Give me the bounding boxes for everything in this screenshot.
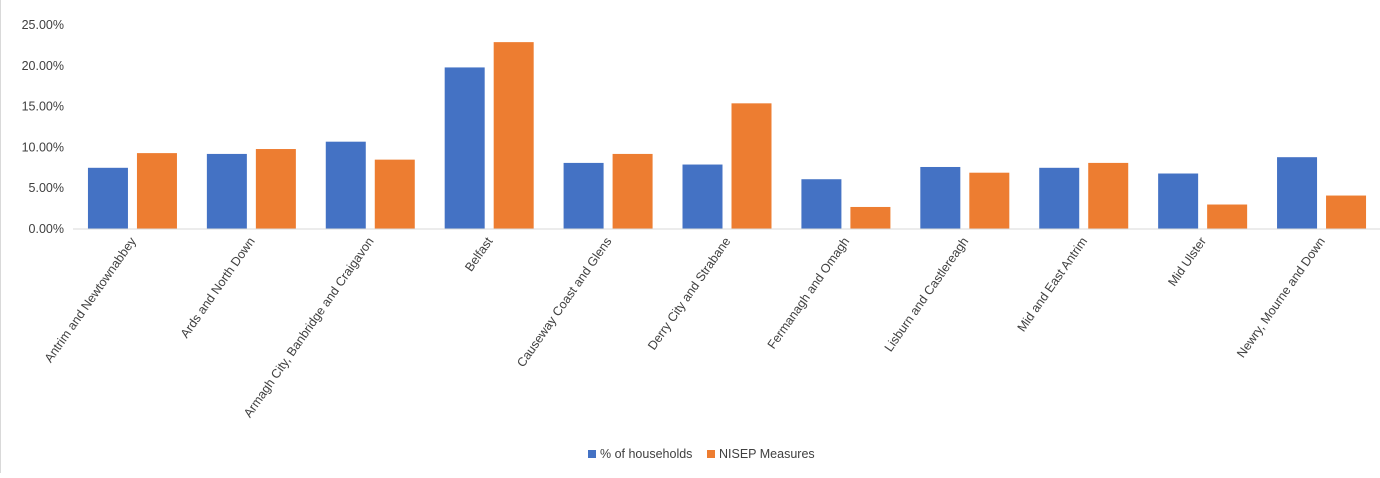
y-tick-label: 5.00%	[29, 181, 64, 195]
nisep-bar	[1326, 195, 1367, 229]
nisep-bar	[1088, 162, 1129, 229]
nisep-bar	[612, 153, 653, 229]
legend-nisep-swatch	[707, 450, 715, 458]
bars	[87, 42, 1367, 229]
households-bar	[682, 164, 723, 229]
category-label: Mid and East Antrim	[1015, 235, 1091, 335]
category-label: Causeway Coast and Glens	[514, 235, 614, 370]
category-label: Newry, Mourne and Down	[1234, 235, 1328, 361]
nisep-bar	[850, 206, 891, 229]
category-label: Belfast	[462, 234, 496, 274]
x-axis-labels: Antrim and Newtownabbey Ards and North Do…	[42, 234, 1328, 420]
nisep-bar	[1207, 204, 1248, 229]
households-bar	[87, 167, 128, 229]
nisep-bar	[493, 42, 534, 229]
legend-nisep-label: NISEP Measures	[719, 447, 815, 461]
category-label: Antrim and Newtownabbey	[42, 234, 140, 365]
households-bar	[801, 179, 842, 229]
households-bar	[325, 141, 366, 229]
legend: % of households NISEP Measures	[588, 447, 815, 461]
category-label: Fermanagh and Omagh	[765, 235, 853, 352]
households-bar	[1277, 157, 1318, 229]
legend-households-swatch	[588, 450, 596, 458]
y-axis: 0.00% 5.00% 10.00% 15.00% 20.00% 25.00%	[22, 18, 64, 236]
y-tick-label: 20.00%	[22, 59, 64, 73]
households-bar	[206, 153, 247, 229]
nisep-bar	[374, 159, 415, 229]
y-tick-label: 0.00%	[29, 222, 64, 236]
category-label: Lisburn and Castlereagh	[882, 235, 972, 355]
households-bar	[444, 67, 485, 229]
y-tick-label: 25.00%	[22, 18, 64, 32]
nisep-bar	[731, 103, 772, 229]
category-label: Derry City and Strabane	[645, 235, 733, 353]
nisep-bar	[969, 172, 1010, 229]
y-tick-label: 10.00%	[22, 140, 64, 154]
nisep-bar	[255, 149, 296, 229]
nisep-bar	[136, 153, 177, 229]
households-bar	[1039, 167, 1080, 229]
category-label: Armagh City, Banbridge and Craigavon	[241, 235, 377, 420]
category-label: Mid Ulster	[1165, 235, 1209, 289]
households-bar	[1158, 173, 1199, 229]
category-label: Ards and North Down	[178, 235, 258, 341]
households-bar	[563, 162, 604, 229]
y-tick-label: 15.00%	[22, 100, 64, 114]
households-bar	[920, 166, 961, 229]
legend-households-label: % of households	[600, 447, 692, 461]
